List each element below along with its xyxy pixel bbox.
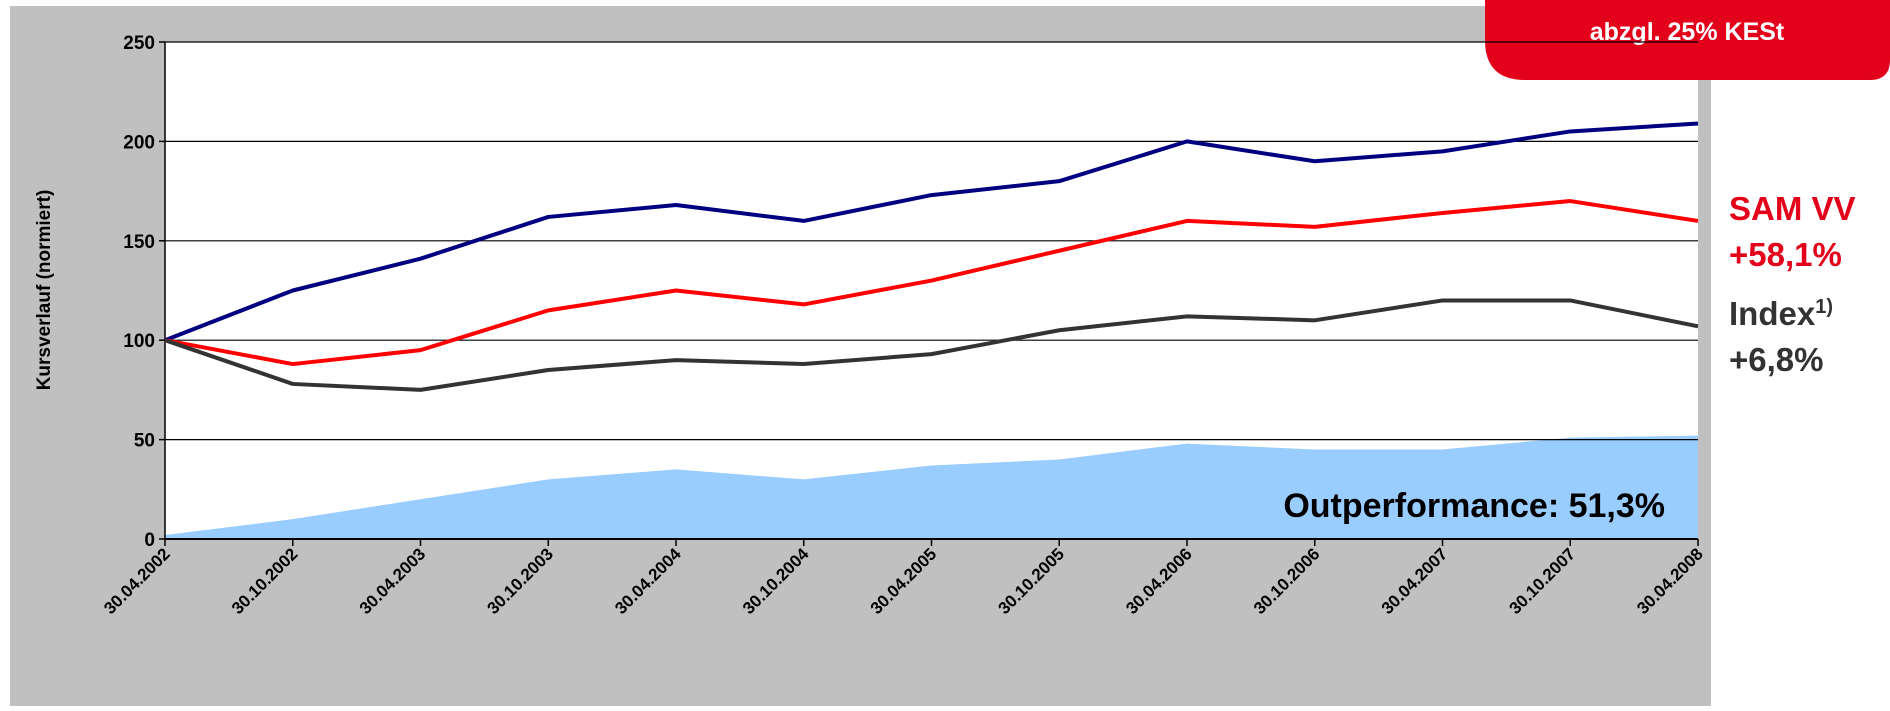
outperformance-label: Outperformance: 51,3% xyxy=(1283,487,1665,525)
legend-index-name: Index xyxy=(1729,295,1816,332)
y-tick-label: 0 xyxy=(144,530,155,551)
result-box xyxy=(1485,0,1890,80)
y-tick-label: 100 xyxy=(123,331,155,352)
y-tick-label: 250 xyxy=(123,33,155,54)
legend-sam-vv: SAM VV xyxy=(1729,190,1856,227)
y-axis-label: Kursverlauf (normiert) xyxy=(34,190,55,391)
box-text: abzgl. 25% KESt xyxy=(1590,18,1785,46)
legend-index: Index1) xyxy=(1729,295,1833,332)
y-tick-label: 200 xyxy=(123,132,155,153)
y-tick-label: 50 xyxy=(134,431,155,452)
sam-vv-performance: +58,1% xyxy=(1729,236,1842,273)
series-line xyxy=(164,121,1699,343)
series-line xyxy=(164,298,1699,392)
outperformance-area xyxy=(165,435,1698,539)
y-tick-label: 150 xyxy=(123,232,155,253)
series-line xyxy=(164,199,1699,367)
legend-index-footnote: 1) xyxy=(1815,296,1833,318)
index-performance: +6,8% xyxy=(1729,341,1824,378)
